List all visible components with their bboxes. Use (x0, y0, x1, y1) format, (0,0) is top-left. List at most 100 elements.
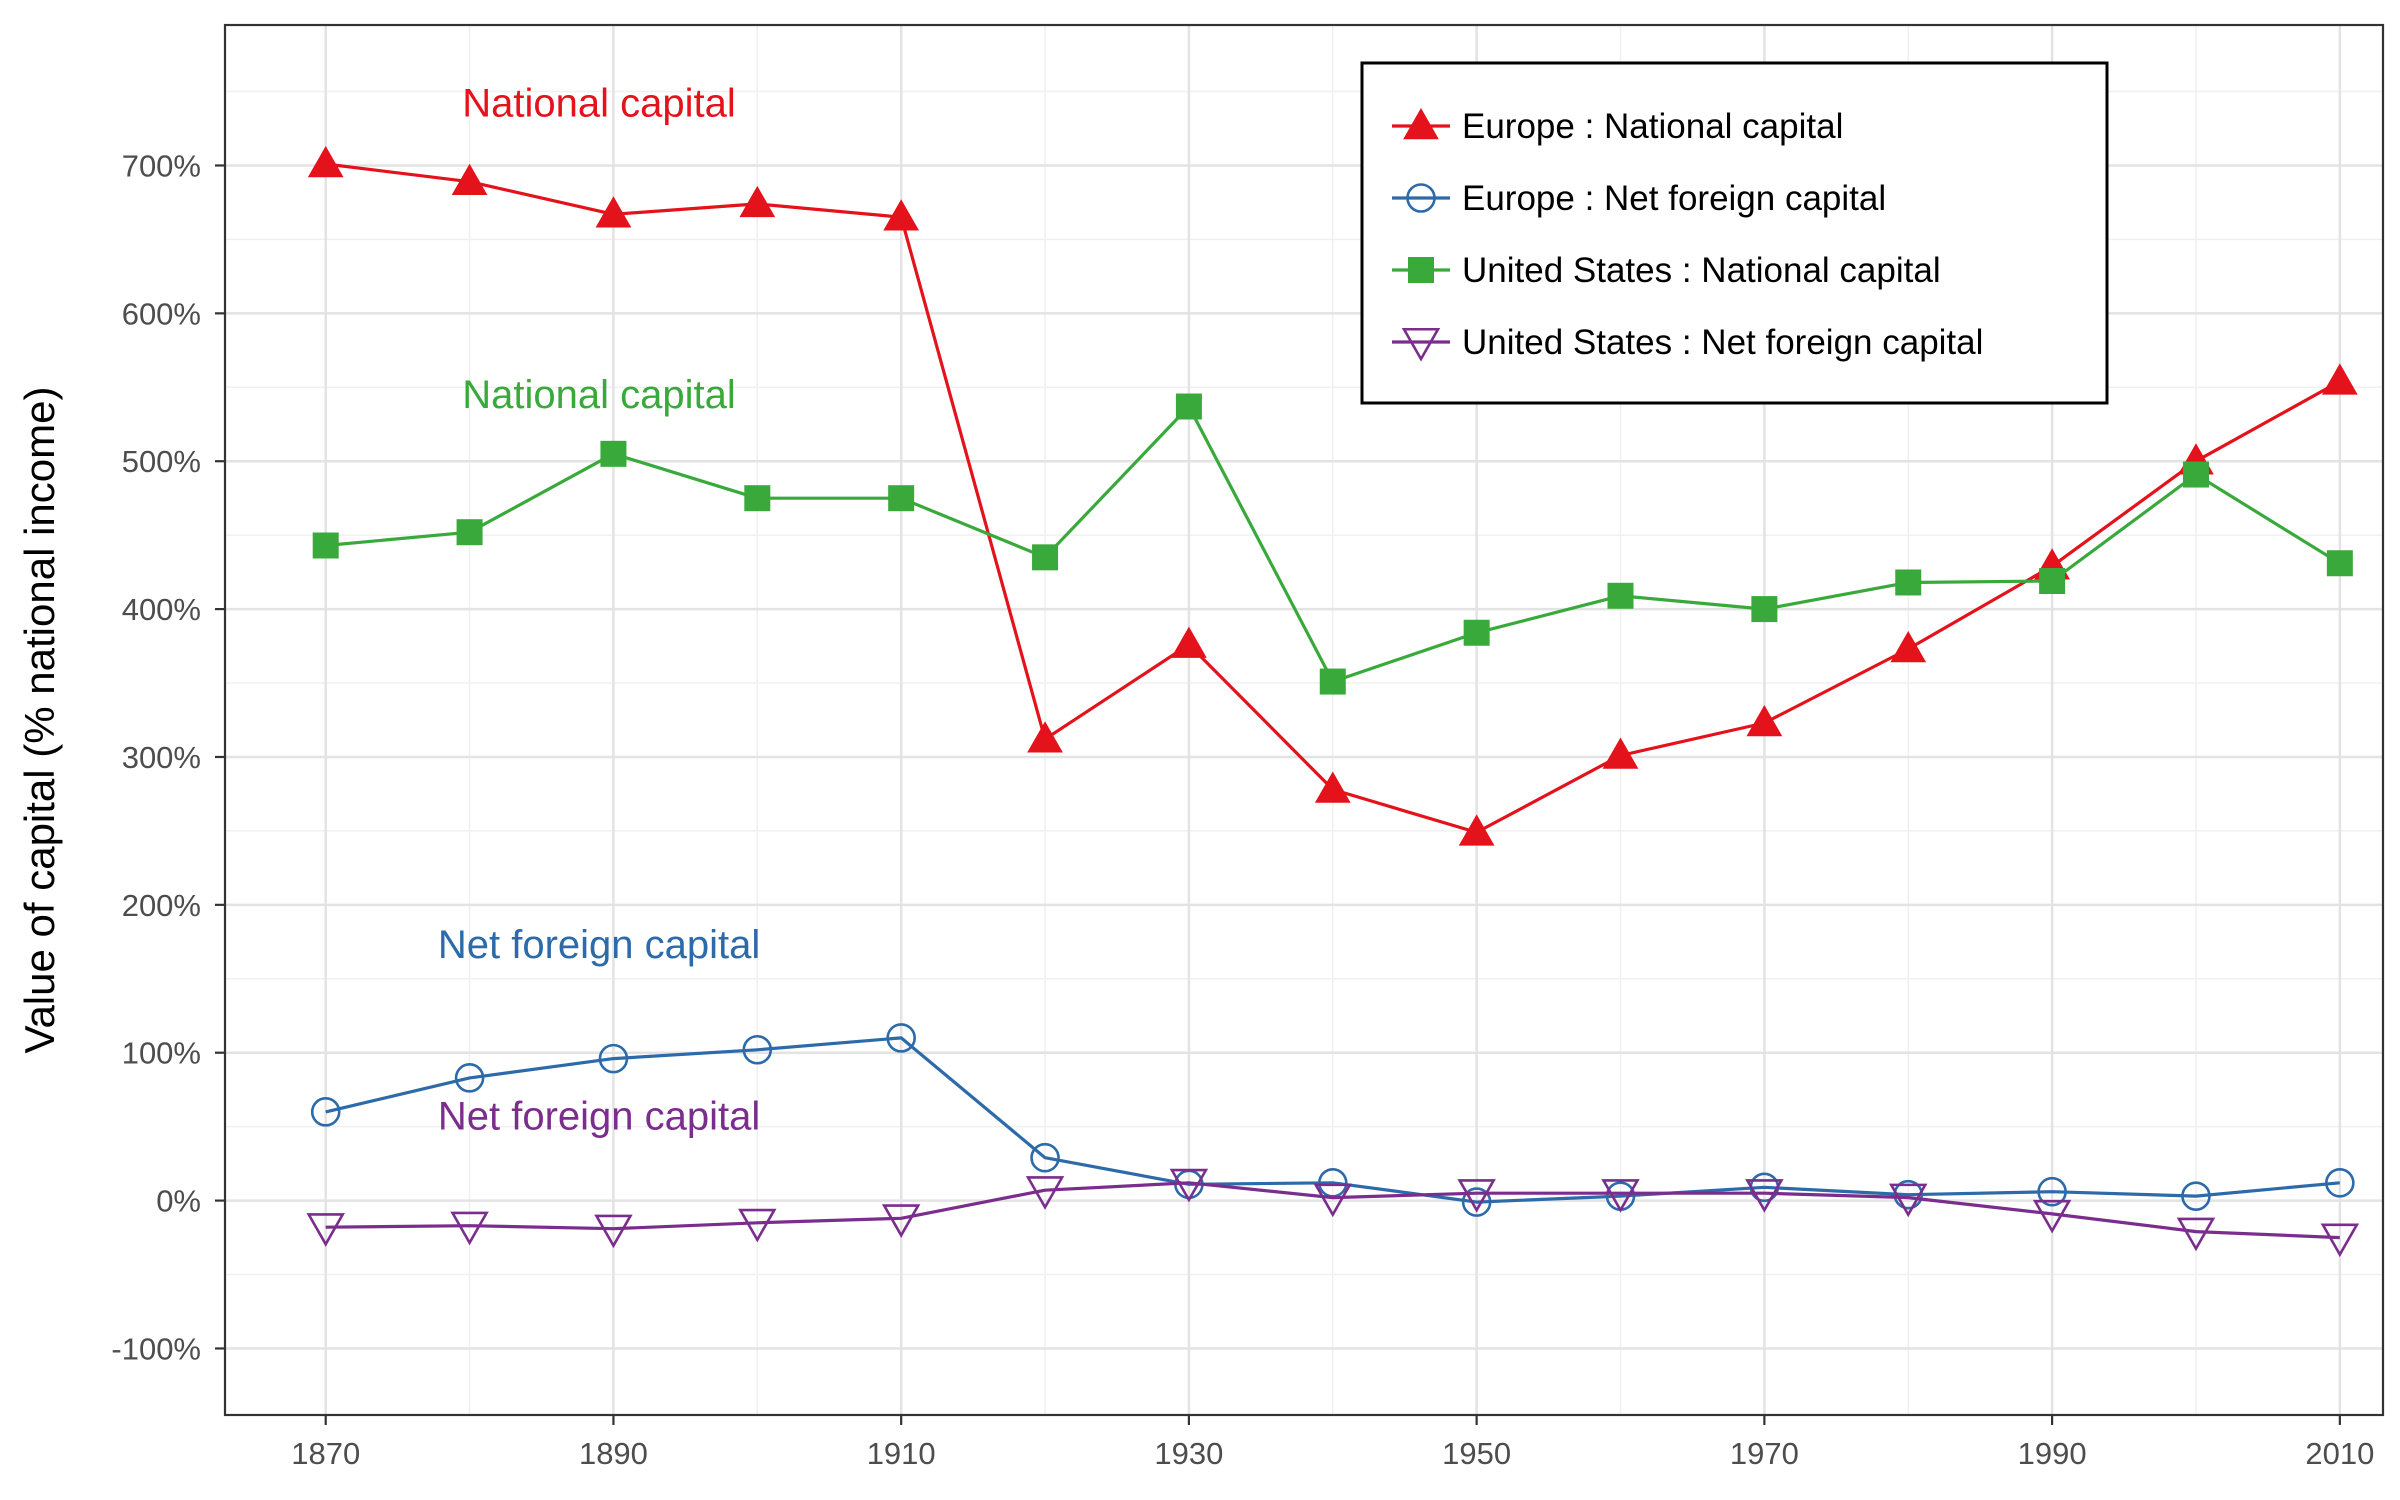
y-tick-label: 700% (122, 148, 201, 183)
x-tick-label: 1950 (1442, 1436, 1511, 1471)
data-point (1602, 737, 1639, 769)
y-tick-label: 200% (122, 888, 201, 923)
legend-key-marker (1401, 327, 1441, 362)
data-point (456, 519, 483, 546)
data-point (1319, 668, 1346, 695)
legend-key-marker (1406, 183, 1436, 213)
legend-item: Europe : National capital (1392, 107, 1843, 146)
data-point (886, 1023, 916, 1053)
legend: Europe : National capital Europe : Net fo… (1360, 61, 2109, 405)
data-point (1751, 596, 1778, 623)
data-point (1463, 619, 1490, 646)
x-tick-label: 1990 (2018, 1436, 2087, 1471)
y-tick-label: 500% (122, 444, 201, 479)
data-point (1027, 721, 1063, 753)
data-point (1175, 393, 1202, 420)
y-tick-label: 300% (122, 740, 201, 775)
x-tick-label: 1890 (579, 1436, 648, 1471)
data-point (595, 196, 632, 228)
series-annotation: Net foreign capital (438, 923, 760, 967)
data-point (598, 1043, 629, 1074)
data-point (2321, 363, 2358, 395)
data-point (307, 145, 344, 178)
series-annotation: National capital (462, 82, 736, 126)
x-tick-label: 1970 (1730, 1436, 1799, 1471)
series-line (325, 1036, 2340, 1204)
data-point (881, 1204, 921, 1238)
data-point (742, 1034, 773, 1065)
data-point (1169, 1168, 1209, 1203)
data-point (2182, 461, 2209, 488)
data-point (1025, 1176, 1065, 1210)
plot-panel-border (223, 23, 2385, 1417)
x-tick-label: 2010 (2305, 1436, 2374, 1471)
data-point (738, 1208, 777, 1243)
legend-item: United States : Net foreign capital (1392, 323, 1983, 362)
legend-label: United States : Net foreign capital (1462, 323, 1983, 362)
data-point (1607, 582, 1634, 609)
data-point (1458, 814, 1495, 846)
x-tick-label: 1910 (867, 1436, 936, 1471)
series-annotation: National capital (462, 373, 736, 417)
data-point (2325, 1168, 2355, 1198)
legend-label: Europe : Net foreign capital (1462, 179, 1886, 218)
data-point (1030, 1142, 1060, 1173)
data-point (600, 440, 627, 467)
legend-label: Europe : National capital (1462, 107, 1843, 146)
y-tick-label: 100% (122, 1036, 201, 1071)
legend-item: United States : National capital (1392, 251, 1941, 290)
data-point (1888, 1183, 1928, 1218)
legend-items: Europe : National capital Europe : Net fo… (1392, 107, 1983, 362)
data-point (594, 1214, 633, 1249)
data-point (1171, 626, 1207, 658)
data-point (310, 1097, 341, 1127)
data-point (1032, 544, 1059, 571)
series-annotation: Net foreign capital (438, 1095, 760, 1139)
data-point (2039, 568, 2066, 594)
x-tick-label: 1870 (291, 1436, 360, 1471)
x-tick-label: 1930 (1154, 1436, 1223, 1471)
data-point (1746, 704, 1783, 737)
legend-label: United States : National capital (1462, 251, 1941, 290)
series-2 (310, 1023, 2355, 1217)
series-1 (307, 145, 2358, 846)
data-point (1893, 1179, 1924, 1210)
data-point (744, 485, 771, 512)
data-point (2326, 550, 2353, 577)
y-tick-label: 0% (156, 1184, 201, 1219)
y-tick-label: -100% (111, 1331, 201, 1366)
axes: 1870 1890 1910 1930 1950 1970 1990 2010 -100% 0% 1… (111, 148, 2374, 1471)
data-series (306, 145, 2360, 1258)
series-annotations: National capital National capital Net fore… (438, 82, 760, 1139)
data-point (454, 1063, 485, 1093)
legend-key-marker (1408, 257, 1434, 283)
series-3 (312, 393, 2353, 695)
data-point (451, 163, 488, 195)
data-point (1601, 1179, 1640, 1213)
data-point (450, 1211, 489, 1246)
data-point (2037, 1176, 2067, 1207)
y-axis-title: Value of capital (% national income) (16, 387, 63, 1054)
data-point (1313, 1183, 1353, 1218)
legend-item: Europe : Net foreign capital (1392, 179, 1886, 218)
data-point (883, 199, 920, 231)
series-4 (306, 1168, 2360, 1258)
data-point (2176, 1217, 2216, 1252)
data-point (312, 532, 339, 559)
y-tick-label: 600% (122, 296, 201, 331)
legend-box (1360, 61, 2109, 405)
data-point (1745, 1179, 1784, 1213)
data-point (1461, 1187, 1492, 1217)
legend-key-marker (1403, 107, 1439, 140)
data-point (2320, 1223, 2360, 1258)
data-point (888, 485, 915, 512)
data-point (739, 185, 776, 218)
y-tick-label: 400% (122, 592, 201, 627)
data-point (306, 1213, 345, 1247)
series-line (325, 1181, 2340, 1240)
data-point (2181, 1181, 2211, 1211)
data-point (1457, 1179, 1496, 1213)
data-point (2032, 1199, 2072, 1234)
data-point (1895, 569, 1922, 596)
